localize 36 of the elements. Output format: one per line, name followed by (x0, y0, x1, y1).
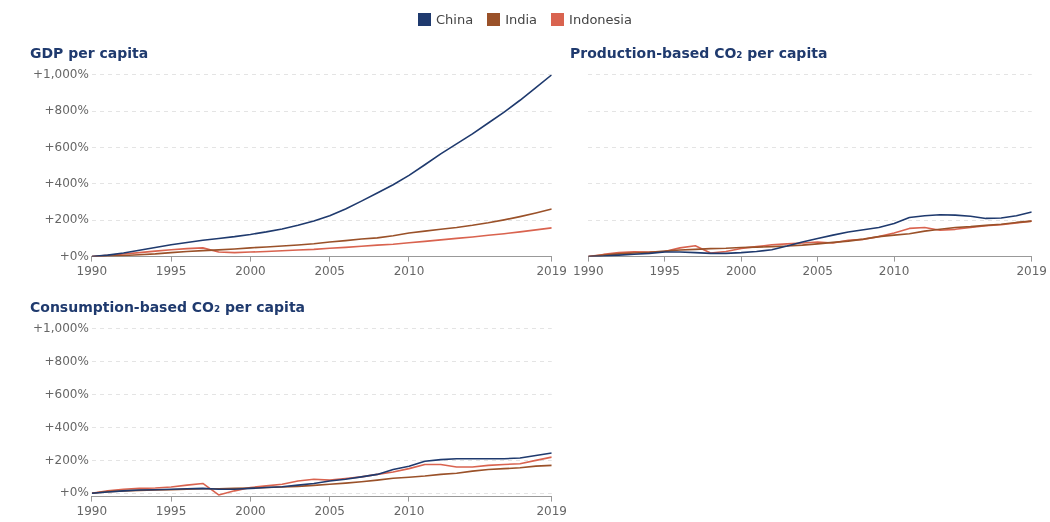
y-tick-label: +0% (59, 485, 89, 500)
chart-title: Production-based CO₂ per capita (570, 45, 828, 62)
x-tick-label: 2005 (314, 263, 345, 278)
x-tick-label: 2019 (536, 263, 567, 278)
x-tick-label: 1995 (649, 263, 680, 278)
y-tick-label: +200% (44, 452, 89, 467)
x-tick-label: 2005 (802, 263, 833, 278)
x-tick-label: 2000 (725, 263, 757, 278)
x-tick-label: 1990 (573, 263, 604, 278)
y-tick-label: +400% (44, 176, 89, 191)
x-tick-label: 2010 (878, 263, 910, 278)
legend-label: China (436, 12, 474, 27)
y-tick-label: +600% (44, 386, 89, 401)
x-tick-label: 1995 (155, 503, 187, 518)
y-tick-label: +800% (44, 353, 89, 368)
x-tick-label: 1990 (76, 263, 108, 278)
x-tick-label: 2019 (536, 503, 567, 518)
y-tick-label: +1,000% (33, 66, 89, 81)
x-tick-label: 1995 (155, 263, 187, 278)
legend-label: Indonesia (569, 12, 632, 27)
x-tick-label: 2000 (235, 263, 266, 278)
x-tick-label: 2005 (314, 503, 345, 518)
legend-label: India (505, 12, 538, 27)
x-tick-label: 2010 (393, 503, 425, 518)
x-tick-label: 2019 (1016, 263, 1047, 278)
y-tick-label: +0% (59, 248, 89, 263)
y-tick-label: +800% (44, 103, 89, 118)
y-tick-label: +1,000% (33, 320, 89, 335)
y-tick-label: +600% (44, 139, 89, 154)
x-tick-label: 2010 (393, 263, 425, 278)
y-tick-label: +200% (44, 212, 89, 227)
x-tick-label: 1990 (76, 503, 108, 518)
x-tick-label: 2000 (235, 503, 266, 518)
chart-title: Consumption-based CO₂ per capita (30, 299, 306, 316)
chart-title: GDP per capita (30, 45, 149, 62)
y-tick-label: +400% (44, 419, 89, 434)
